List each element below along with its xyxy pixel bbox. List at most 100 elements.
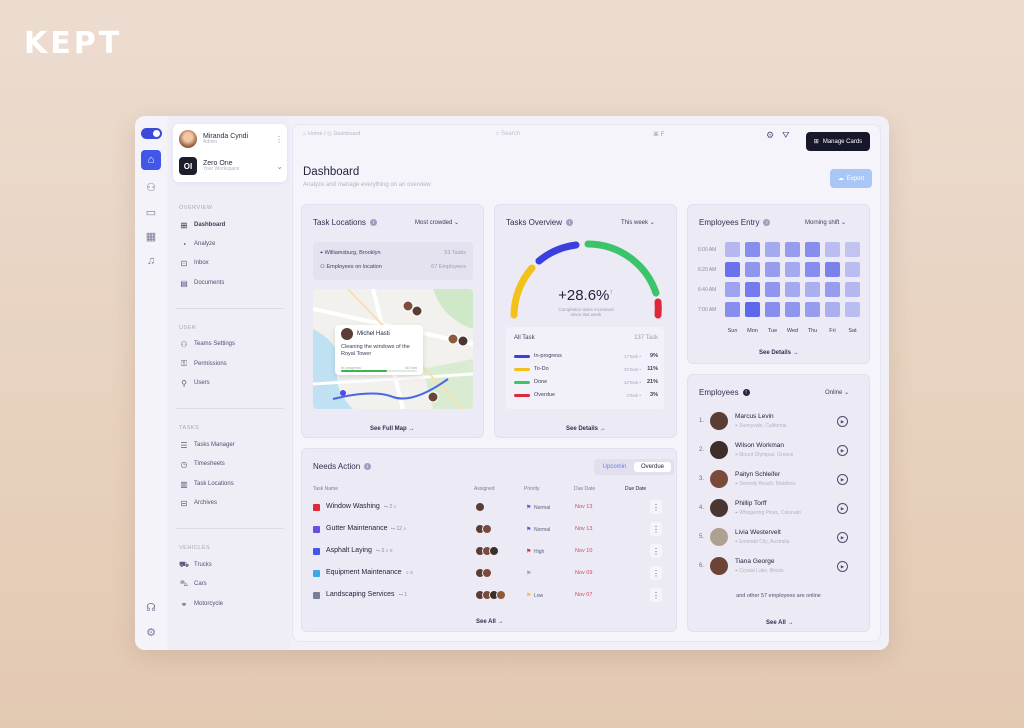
sidebar-item-teams-settings[interactable]: ⚇ Teams Settings bbox=[179, 339, 235, 349]
play-icon[interactable]: ▶ bbox=[837, 532, 848, 543]
home-icon[interactable]: ⌂ bbox=[141, 150, 161, 170]
heatmap-cell[interactable] bbox=[745, 302, 760, 317]
sidebar-item-cars[interactable]: ⛍ Cars bbox=[179, 579, 207, 589]
heatmap-cell[interactable] bbox=[745, 262, 760, 277]
see-all-tasks-link[interactable]: See All → bbox=[476, 619, 504, 625]
table-row[interactable]: Asphalt Laying ⮡ 3 ⌕ ≡ ⚑ High Nov 10 ⋮ bbox=[313, 541, 665, 563]
heatmap-cell[interactable] bbox=[845, 242, 860, 257]
heatmap-cell[interactable] bbox=[805, 262, 820, 277]
task-color-checkbox[interactable] bbox=[313, 548, 320, 555]
chat-icon[interactable]: ▭ bbox=[145, 206, 157, 219]
employee-row[interactable]: 4. Phillip Torff ⌖ Whispering Pines, Color… bbox=[699, 496, 859, 522]
heatmap-cell[interactable] bbox=[745, 282, 760, 297]
column-header[interactable]: Due Date bbox=[625, 486, 647, 492]
see-details-link[interactable]: See Details → bbox=[759, 350, 799, 356]
employee-row[interactable]: 3. Paityn Schleifer ⌖ Serenity Beach, Mald… bbox=[699, 467, 859, 493]
crowded-dropdown[interactable]: Most crowded ⌄ bbox=[415, 219, 459, 226]
heatmap-cell[interactable] bbox=[825, 262, 840, 277]
employee-row[interactable]: 5. Livia Westervelt ⌖ Emerald City, Austra… bbox=[699, 525, 859, 551]
sidebar-item-task-locations[interactable]: ▥ Task Locations bbox=[179, 479, 233, 489]
sidebar-item-documents[interactable]: ▤ Documents bbox=[179, 278, 224, 288]
theme-toggle[interactable] bbox=[141, 128, 162, 139]
table-row[interactable]: Equipment Maintenance ⌕ ≡ ⚑ Nov 09 ⋮ bbox=[313, 563, 665, 585]
tab-overdue[interactable]: Overdue bbox=[634, 462, 671, 472]
heatmap-cell[interactable] bbox=[805, 242, 820, 257]
bell-icon[interactable]: ♫ bbox=[146, 255, 156, 267]
heatmap-cell[interactable] bbox=[825, 242, 840, 257]
sidebar-item-motorcycle[interactable]: ⚭ Motorcycle bbox=[179, 599, 223, 609]
breadcrumb-home[interactable]: Home bbox=[307, 131, 323, 137]
task-color-checkbox[interactable] bbox=[313, 526, 320, 533]
assignee-avatar[interactable] bbox=[482, 568, 492, 578]
sidebar-item-analyze[interactable]: ◔ Analyze bbox=[179, 239, 216, 249]
heatmap-cell[interactable] bbox=[785, 302, 800, 317]
task-color-checkbox[interactable] bbox=[313, 592, 320, 599]
sidebar-item-archives[interactable]: ⊟ Archives bbox=[179, 498, 217, 508]
task-color-checkbox[interactable] bbox=[313, 570, 320, 577]
search-input[interactable]: ⌕ Search bbox=[496, 131, 520, 138]
week-dropdown[interactable]: This week ⌄ bbox=[621, 219, 655, 226]
heatmap-cell[interactable] bbox=[725, 242, 740, 257]
team-icon[interactable]: ⚇ bbox=[146, 181, 156, 194]
calendar-icon[interactable]: ▦ bbox=[145, 230, 157, 243]
sidebar-item-users[interactable]: ⚲ Users bbox=[179, 378, 210, 388]
employee-row[interactable]: 2. Wilson Workman ⌖ Mount Olympus, Greece ▶ bbox=[699, 438, 859, 464]
manage-cards-button[interactable]: ⊞ Manage Cards bbox=[806, 132, 870, 151]
info-icon[interactable]: ! bbox=[742, 389, 750, 396]
shift-dropdown[interactable]: Morning shift ⌄ bbox=[805, 219, 846, 226]
more-vertical-icon[interactable]: ⋮ bbox=[650, 566, 662, 580]
gear-icon[interactable]: ⚙ bbox=[146, 626, 156, 639]
heatmap-cell[interactable] bbox=[845, 302, 860, 317]
employee-popup[interactable]: Michel Hasti Cleaning the windows of the… bbox=[335, 325, 423, 375]
heatmap-cell[interactable] bbox=[725, 262, 740, 277]
more-vertical-icon[interactable]: ⋮ bbox=[650, 588, 662, 602]
play-icon[interactable]: ▶ bbox=[837, 474, 848, 485]
heatmap-cell[interactable] bbox=[785, 262, 800, 277]
tab-upcoming[interactable]: Upcomin bbox=[602, 464, 627, 470]
employee-row[interactable]: 1. Marcus Levin ⌖ Sunnyvale, California ▶ bbox=[699, 409, 859, 435]
filter-icon[interactable]: ⛛ bbox=[782, 130, 790, 140]
more-vertical-icon[interactable]: ⋮ bbox=[650, 500, 662, 514]
employee-row[interactable]: 6. Tiana George ⌖ Crystal Lake, Illinois ▶ bbox=[699, 554, 859, 580]
table-row[interactable]: Window Washing ⮡ 2 ⌕ ⚑ Normal Nov 13 ⋮ bbox=[313, 497, 665, 519]
more-vertical-icon[interactable]: ⋮ bbox=[650, 544, 662, 558]
location-row[interactable]: ⌖ Williamsburg, Brooklyn 53 Tasks bbox=[320, 250, 466, 257]
heatmap-cell[interactable] bbox=[765, 282, 780, 297]
heatmap-cell[interactable] bbox=[825, 302, 840, 317]
assignee-avatar[interactable] bbox=[489, 546, 499, 556]
see-details-link[interactable]: See Details → bbox=[566, 426, 606, 432]
play-icon[interactable]: ▶ bbox=[837, 503, 848, 514]
location-row[interactable]: ⚇ Employees on location 67 Employees bbox=[320, 264, 466, 270]
profile-row[interactable]: Miranda Cyndi Admin ⋮ bbox=[179, 130, 283, 148]
heatmap-cell[interactable] bbox=[725, 282, 740, 297]
chevron-down-icon[interactable]: ⌄ bbox=[276, 161, 283, 171]
export-button[interactable]: ☁ Export bbox=[830, 169, 872, 188]
sidebar-item-tasks-manager[interactable]: ☰ Tasks Manager bbox=[179, 440, 234, 450]
task-color-checkbox[interactable] bbox=[313, 504, 320, 511]
table-row[interactable]: Landscaping Services ⮡ 1 ⚑ Low Nov 07 ⋮ bbox=[313, 585, 665, 607]
column-header[interactable]: Priority bbox=[524, 486, 540, 492]
location-map[interactable]: Michel Hasti Cleaning the windows of the… bbox=[313, 289, 473, 409]
play-icon[interactable]: ▶ bbox=[837, 416, 848, 427]
sidebar-item-dashboard[interactable]: ⊞ Dashboard bbox=[179, 220, 226, 230]
heatmap-cell[interactable] bbox=[805, 302, 820, 317]
column-header[interactable]: Task Name bbox=[313, 486, 339, 492]
see-full-map-link[interactable]: See Full Map → bbox=[370, 426, 415, 432]
heatmap-cell[interactable] bbox=[765, 262, 780, 277]
sidebar-item-trucks[interactable]: ⛟ Trucks bbox=[179, 560, 212, 570]
column-header[interactable]: Due Date bbox=[574, 486, 596, 492]
sidebar-item-timesheets[interactable]: ◷ Timesheets bbox=[179, 459, 225, 469]
gear-icon[interactable]: ⚙ bbox=[766, 130, 775, 140]
assignee-avatar[interactable] bbox=[496, 590, 506, 600]
heatmap-cell[interactable] bbox=[745, 242, 760, 257]
heatmap-cell[interactable] bbox=[805, 282, 820, 297]
heatmap-cell[interactable] bbox=[785, 242, 800, 257]
assignee-avatar[interactable] bbox=[482, 524, 492, 534]
heatmap-cell[interactable] bbox=[825, 282, 840, 297]
heatmap-cell[interactable] bbox=[845, 282, 860, 297]
more-vertical-icon[interactable]: ⋮ bbox=[275, 134, 283, 144]
heatmap-cell[interactable] bbox=[845, 262, 860, 277]
assignee-avatar[interactable] bbox=[475, 502, 485, 512]
see-all-employees-link[interactable]: See All → bbox=[766, 620, 794, 626]
column-header[interactable]: Assigned bbox=[474, 486, 495, 492]
